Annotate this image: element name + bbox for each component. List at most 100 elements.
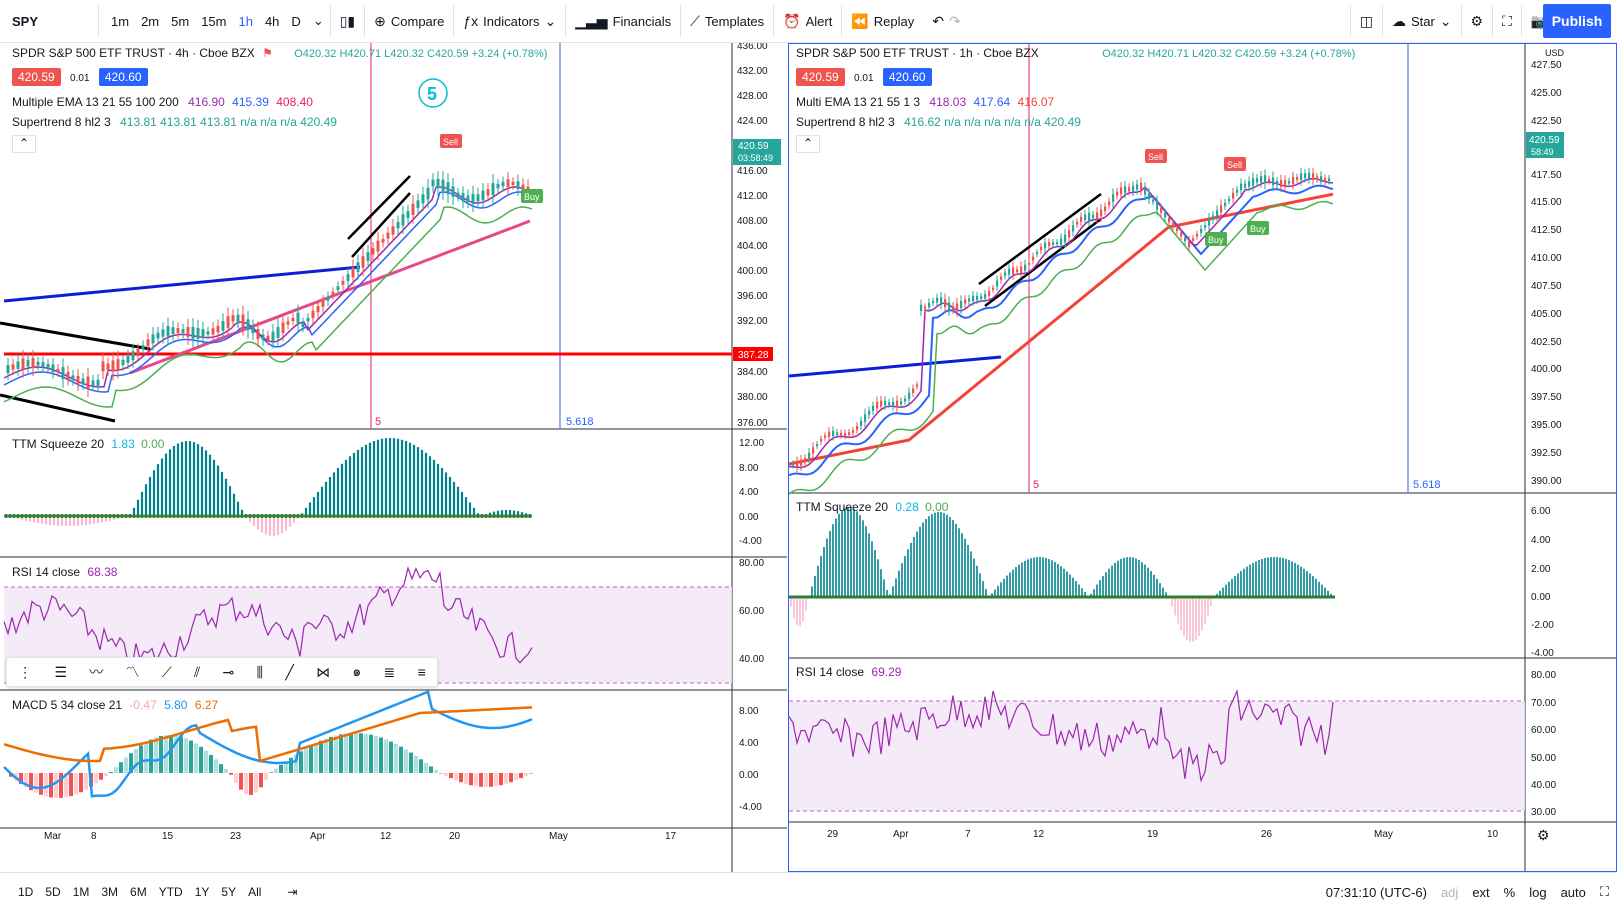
symbol-search[interactable]: SPY [4, 5, 99, 37]
range-1y[interactable]: 1Y [189, 885, 216, 899]
ext-toggle[interactable]: ext [1472, 885, 1489, 900]
price-tick-label: 415.00 [1531, 197, 1562, 208]
elliott-wave-icon[interactable]: 〰 [89, 662, 103, 682]
range-1d[interactable]: 1D [12, 885, 39, 899]
ttm-tick-label: 2.00 [1531, 564, 1551, 575]
fib-spiral-icon[interactable]: ๑ [352, 661, 361, 683]
right-rsi-legend[interactable]: RSI 14 close 69.29 [796, 665, 901, 679]
time-tick-label: 12 [380, 831, 392, 842]
right-bid-box[interactable]: 420.59 [796, 68, 845, 86]
compare-label: Compare [391, 14, 444, 29]
range-1m[interactable]: 1M [67, 885, 96, 899]
right-ema-legend[interactable]: Multi EMA 13 21 55 1 3 418.03 417.64 416… [796, 95, 1054, 109]
alert-button[interactable]: ⏰Alert [773, 5, 841, 37]
horizontal-lines-icon[interactable]: ☰ [54, 664, 67, 681]
fullscreen-button[interactable]: ⛶ [1492, 5, 1521, 37]
collapse-legend-button[interactable]: ⌃ [12, 135, 36, 153]
pattern-icon[interactable]: ⋈ [316, 664, 330, 681]
percent-toggle[interactable]: % [1504, 885, 1516, 900]
price-tick-label: 436.00 [737, 43, 768, 52]
left-ema-legend[interactable]: Multiple EMA 13 21 55 100 200 416.90 415… [12, 95, 313, 109]
squeeze-dot [324, 514, 328, 518]
layout-button[interactable]: ◫ [1350, 5, 1382, 37]
left-bid-box[interactable]: 420.59 [12, 68, 61, 86]
left-ttm-legend[interactable]: TTM Squeeze 20 1.83 0.00 [12, 437, 164, 451]
adj-toggle[interactable]: adj [1441, 885, 1458, 900]
chevron-down-icon[interactable]: ⌄ [307, 13, 330, 29]
left-supertrend-legend[interactable]: Supertrend 8 hl2 3 413.81 413.81 413.81 … [12, 115, 337, 129]
squeeze-dot [8, 514, 12, 518]
right-chart-svg[interactable]: 427.50425.00422.50417.50415.00412.50410.… [789, 44, 1616, 871]
fib-retracement-icon[interactable]: ≣ [384, 664, 396, 681]
range-5y[interactable]: 5Y [215, 885, 242, 899]
chart-type-button[interactable]: ▯▮ [330, 5, 364, 37]
auto-toggle[interactable]: auto [1561, 885, 1586, 900]
trendline-icon[interactable]: ╱ [285, 664, 293, 681]
gear-icon[interactable]: ⚙ [1537, 827, 1550, 843]
trend-angle-icon[interactable]: ⟋ [162, 664, 172, 681]
clock-label[interactable]: 07:31:10 (UTC-6) [1326, 885, 1427, 900]
range-3m[interactable]: 3M [95, 885, 124, 899]
macd-bar [409, 753, 413, 773]
goto-date-icon[interactable]: ⇥ [281, 885, 303, 899]
range-5d[interactable]: 5D [39, 885, 66, 899]
left-st-label: Supertrend 8 hl2 3 [12, 115, 111, 129]
publish-button[interactable]: Publish [1543, 4, 1611, 38]
interval-5m[interactable]: 5m [165, 14, 195, 29]
templates-button[interactable]: ⟋Templates [680, 5, 773, 37]
squeeze-dot [392, 514, 396, 518]
range-6m[interactable]: 6M [124, 885, 153, 899]
interval-1m[interactable]: 1m [105, 14, 135, 29]
compare-button[interactable]: ⊕Compare [364, 5, 453, 37]
interval-1h[interactable]: 1h [232, 14, 258, 29]
macd-bar [514, 773, 518, 780]
right-rsi-label: RSI 14 close [796, 665, 864, 679]
buy-tag-label: Buy [524, 192, 540, 202]
interval-list: 1m 2m 5m 15m 1h 4h D ⌄ [105, 13, 330, 29]
interval-4h[interactable]: 4h [259, 14, 285, 29]
left-ask-box[interactable]: 420.60 [99, 68, 148, 86]
macd-bar [34, 773, 38, 793]
horizontal-ray-icon[interactable]: ⊸ [223, 664, 235, 681]
right-supertrend-legend[interactable]: Supertrend 8 hl2 3 416.62 n/a n/a n/a n/… [796, 115, 1081, 129]
macd-bar [449, 773, 453, 778]
macd-bar [404, 749, 408, 773]
macd-bar [214, 759, 218, 773]
fib-extension-icon[interactable]: ≡ [418, 664, 426, 680]
layout-name-button[interactable]: ☁Star⌄ [1382, 5, 1461, 37]
replay-button[interactable]: ⏪Replay [841, 5, 923, 37]
vertical-lines-icon[interactable]: ⫼ [257, 664, 263, 681]
range-ytd[interactable]: YTD [153, 885, 189, 899]
time-tick-label: Apr [310, 831, 326, 842]
fib-ratio-label: 5.618 [566, 416, 594, 428]
left-chart-svg[interactable]: 436.00432.00428.00424.00416.00412.00408.… [0, 43, 787, 872]
settings-button[interactable]: ⚙ [1461, 5, 1493, 37]
collapse-legend-button[interactable]: ⌃ [796, 135, 820, 153]
range-all[interactable]: All [242, 885, 267, 899]
right-ask-box[interactable]: 420.60 [883, 68, 932, 86]
flag-icon[interactable]: ⚑ [262, 46, 273, 60]
fullscreen-corner-icon[interactable]: ⛶ [1600, 884, 1609, 900]
interval-2m[interactable]: 2m [135, 14, 165, 29]
buy-tag-label: Buy [1208, 235, 1224, 245]
log-toggle[interactable]: log [1529, 885, 1546, 900]
right-ttm-legend[interactable]: TTM Squeeze 20 0.28 0.00 [796, 500, 948, 514]
currency-label: USD [1545, 48, 1565, 58]
ttm-tick-label: 4.00 [739, 487, 759, 498]
left-rsi-legend[interactable]: RSI 14 close 68.38 [12, 565, 117, 579]
drag-handle-icon[interactable]: ⋮ [18, 664, 32, 681]
undo-icon: ↶ [932, 13, 944, 30]
financials-button[interactable]: ▁▃▅Financials [565, 5, 680, 37]
interval-d[interactable]: D [285, 14, 306, 29]
left-macd-v2: 5.80 [164, 698, 187, 712]
abc-wave-icon[interactable]: 〽 [126, 662, 140, 682]
left-macd-legend[interactable]: MACD 5 34 close 21 -0.47 5.80 6.27 [12, 698, 218, 712]
price-tick-label: 390.00 [1531, 476, 1562, 487]
parallel-channel-icon[interactable]: ⫽ [194, 664, 200, 681]
interval-15m[interactable]: 15m [195, 14, 232, 29]
redo-icon[interactable]: ↷ [949, 13, 961, 30]
undo-button[interactable]: ↶↷ [923, 5, 969, 37]
